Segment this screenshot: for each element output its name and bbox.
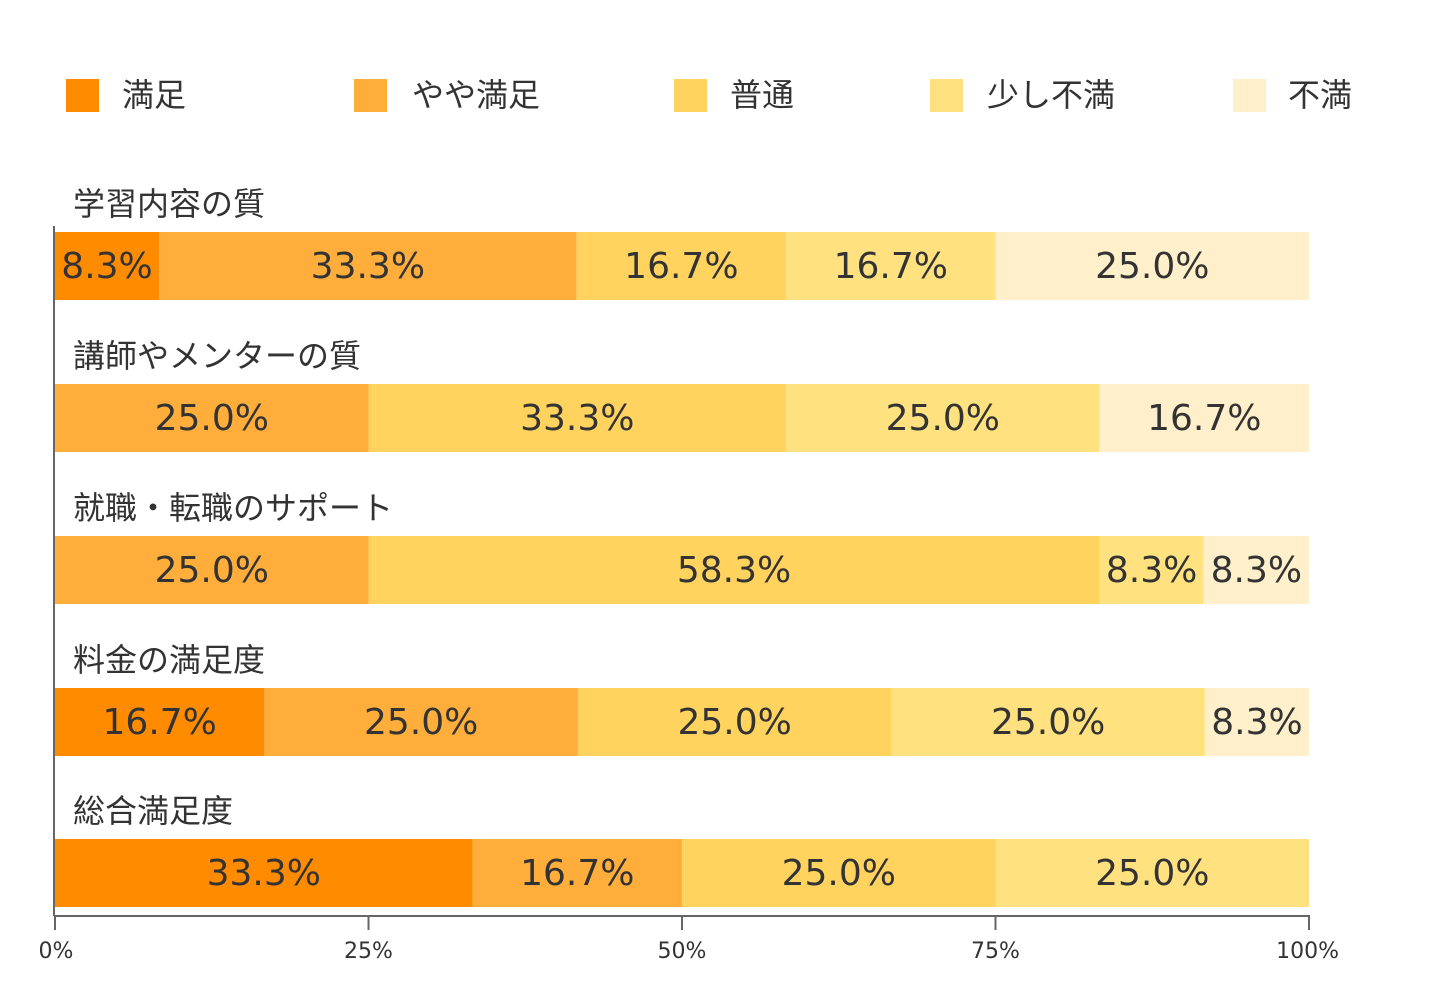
- data-label-r5-s1: 33.3%: [207, 853, 321, 894]
- legend-swatch-4: [930, 79, 963, 112]
- data-label-r1-s4: 16.7%: [834, 246, 948, 287]
- bar-segment-r5-s1: [55, 839, 473, 907]
- data-label-r2-s5: 16.7%: [1147, 398, 1261, 439]
- x-tick-label-3: 50%: [658, 939, 707, 964]
- bar-segment-r2-s5: [1099, 384, 1309, 452]
- bar-segment-r4-s5: [1204, 688, 1309, 756]
- category-label-3: 就職・転職のサポート: [73, 489, 393, 527]
- bar-segment-r5-s2: [472, 839, 682, 907]
- bar-segment-r4-s1: [55, 688, 265, 756]
- bar-segment-r3-s3: [368, 536, 1100, 604]
- data-label-r3-s2: 25.0%: [155, 550, 269, 591]
- bar-segment-r1-s5: [995, 232, 1309, 300]
- data-label-r5-s4: 25.0%: [1095, 853, 1209, 894]
- legend-swatch-1: [66, 79, 99, 112]
- data-label-r4-s4: 25.0%: [991, 702, 1105, 743]
- data-label-r3-s4: 8.3%: [1106, 550, 1197, 591]
- bar-segment-r4-s4: [891, 688, 1205, 756]
- legend-label-2: やや満足: [412, 76, 540, 114]
- bar-segment-r1-s4: [786, 232, 996, 300]
- bar-segment-r3-s5: [1203, 536, 1309, 604]
- category-label-1: 学習内容の質: [73, 185, 265, 223]
- legend-label-4: 少し不満: [987, 76, 1115, 114]
- data-label-r4-s1: 16.7%: [103, 702, 217, 743]
- legend-label-5: 不満: [1288, 76, 1352, 114]
- bar-segment-r4-s2: [264, 688, 578, 756]
- bar-segment-r3-s2: [55, 536, 369, 604]
- bar-segment-r1-s3: [576, 232, 787, 300]
- bar-segment-r1-s2: [159, 232, 577, 300]
- bar-segment-r3-s4: [1099, 536, 1204, 604]
- data-label-r3-s5: 8.3%: [1211, 550, 1302, 591]
- data-label-r1-s1: 8.3%: [61, 246, 152, 287]
- category-label-2: 講師やメンターの質: [73, 337, 361, 375]
- bars: 学習内容の質 8.3% 33.3% 16.7% 16.7% 25.0% 講師やメンターの質 2…: [55, 185, 1309, 907]
- x-axis: 0% 25% 50% 75% 100%: [39, 226, 1339, 964]
- data-label-r2-s3: 33.3%: [520, 398, 634, 439]
- bar-segment-r2-s3: [368, 384, 787, 452]
- data-label-r4-s5: 8.3%: [1211, 702, 1302, 743]
- legend-label-1: 満足: [122, 76, 186, 114]
- data-label-r1-s2: 33.3%: [311, 246, 425, 287]
- data-label-r4-s3: 25.0%: [677, 702, 791, 743]
- data-label-r1-s3: 16.7%: [624, 246, 738, 287]
- bar-segment-r5-s4: [995, 839, 1309, 907]
- data-label-r2-s4: 25.0%: [886, 398, 1000, 439]
- category-label-4: 料金の満足度: [73, 641, 265, 679]
- x-tick-label-1: 0%: [39, 939, 74, 964]
- bar-segment-r1-s1: [55, 232, 160, 300]
- bar-segment-r4-s3: [577, 688, 892, 756]
- x-tick-label-5: 100%: [1276, 939, 1339, 964]
- legend: 満足 やや満足 普通 少し不満 不満: [66, 76, 1352, 114]
- data-label-r5-s3: 25.0%: [782, 853, 896, 894]
- bar-segment-r2-s2: [55, 384, 369, 452]
- data-label-r1-s5: 25.0%: [1095, 246, 1209, 287]
- bar-segment-r2-s4: [786, 384, 1100, 452]
- legend-label-3: 普通: [730, 76, 794, 114]
- data-label-r5-s2: 16.7%: [520, 853, 634, 894]
- x-tick-label-4: 75%: [971, 939, 1020, 964]
- legend-swatch-3: [674, 79, 707, 112]
- x-tick-label-2: 25%: [344, 939, 393, 964]
- category-label-5: 総合満足度: [73, 792, 233, 830]
- data-label-r2-s2: 25.0%: [155, 398, 269, 439]
- legend-swatch-5: [1233, 79, 1266, 112]
- bar-segment-r5-s3: [682, 839, 996, 907]
- legend-swatch-2: [354, 79, 387, 112]
- data-label-r3-s3: 58.3%: [677, 550, 791, 591]
- data-label-r4-s2: 25.0%: [364, 702, 478, 743]
